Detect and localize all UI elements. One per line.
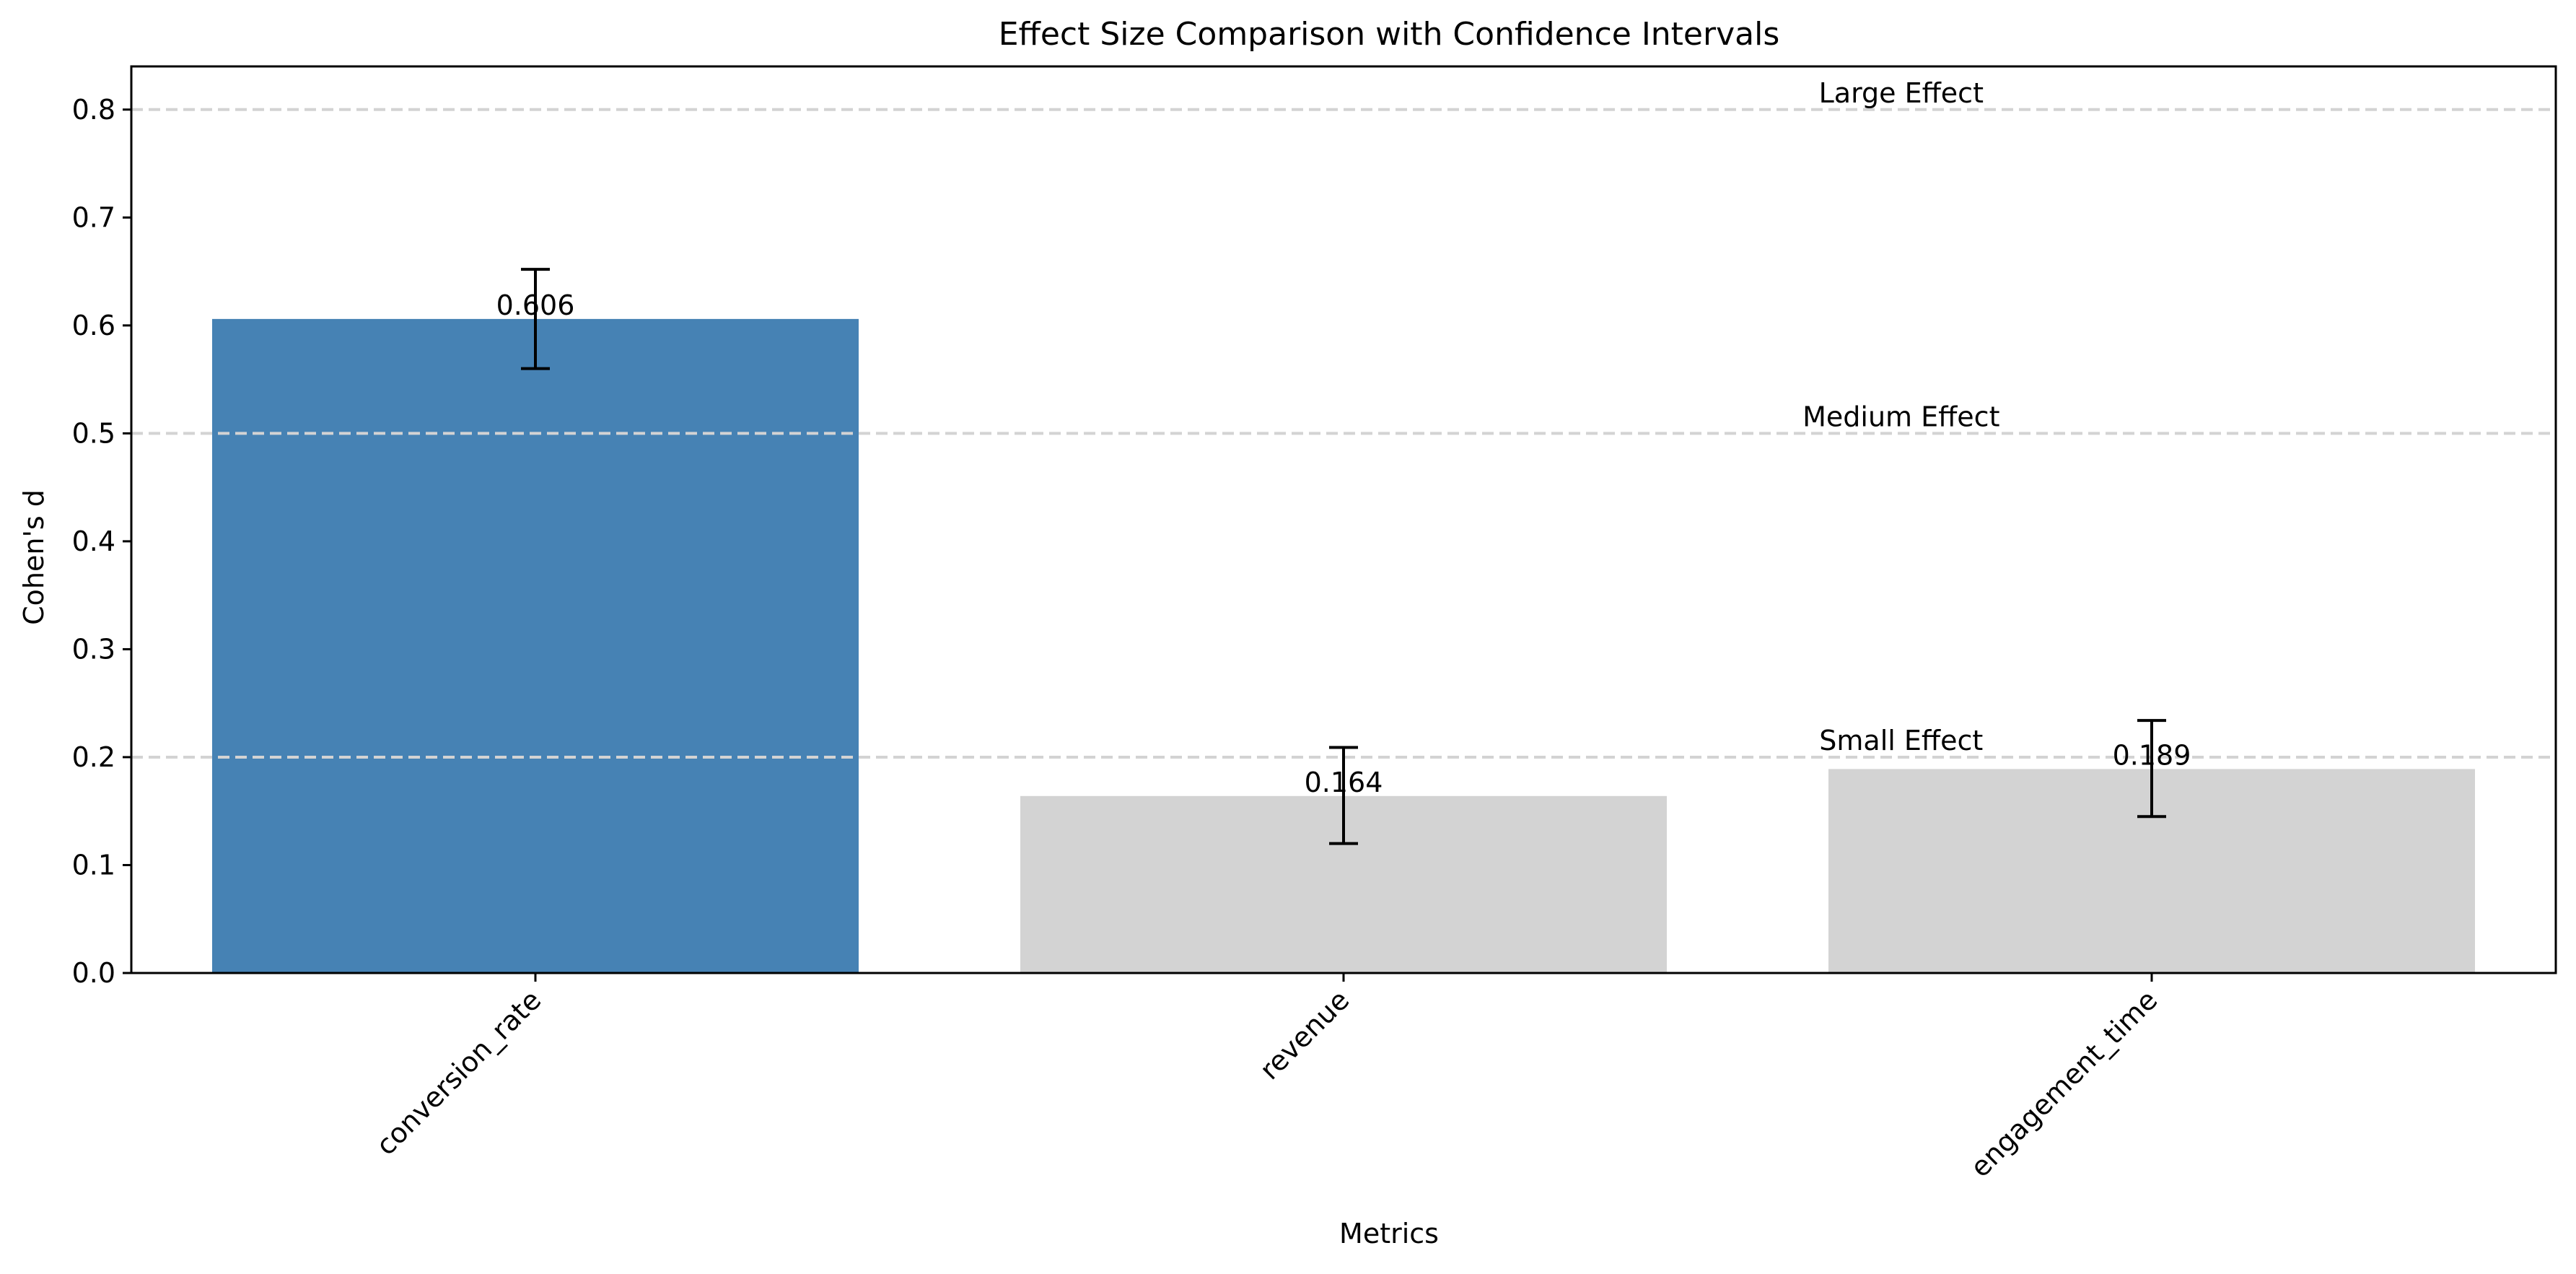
x-tick-label-engagement_time: engagement_time — [1964, 984, 2163, 1183]
y-tick-label: 0.7 — [72, 201, 115, 233]
threshold-label-large-effect: Large Effect — [1819, 77, 1984, 109]
y-tick-label: 0.8 — [72, 94, 115, 126]
error-bar-revenue — [1329, 746, 1358, 845]
y-tick-label: 0.4 — [72, 525, 115, 557]
x-axis-label: Metrics — [1339, 1218, 1439, 1249]
chart-title: Effect Size Comparison with Confidence I… — [999, 16, 1780, 53]
threshold-label-medium-effect: Medium Effect — [1802, 401, 1999, 432]
y-tick-label: 0.6 — [72, 310, 115, 341]
y-axis-label: Cohen's d — [18, 489, 50, 625]
data-label-conversion_rate: 0.606 — [496, 289, 575, 321]
x-tick-label-conversion_rate: conversion_rate — [370, 984, 548, 1161]
error-bar-engagement_time — [2137, 719, 2166, 819]
plot-area: Small Effect Medium Effect Large Effect 0.6… — [72, 65, 2557, 1183]
y-tick-label: 0.5 — [72, 417, 115, 449]
y-tick-label: 0.3 — [72, 633, 115, 665]
threshold-label-small-effect: Small Effect — [1819, 725, 1983, 756]
y-tick-label: 0.2 — [72, 741, 115, 773]
error-bar-conversion_rate — [521, 268, 550, 370]
bar-conversion_rate — [212, 318, 859, 973]
data-label-revenue: 0.164 — [1305, 767, 1383, 798]
x-tick-label-revenue: revenue — [1253, 984, 1355, 1086]
y-tick-label: 0.1 — [72, 849, 115, 881]
y-tick-label: 0.0 — [72, 957, 115, 989]
data-label-engagement_time: 0.189 — [2113, 739, 2191, 771]
